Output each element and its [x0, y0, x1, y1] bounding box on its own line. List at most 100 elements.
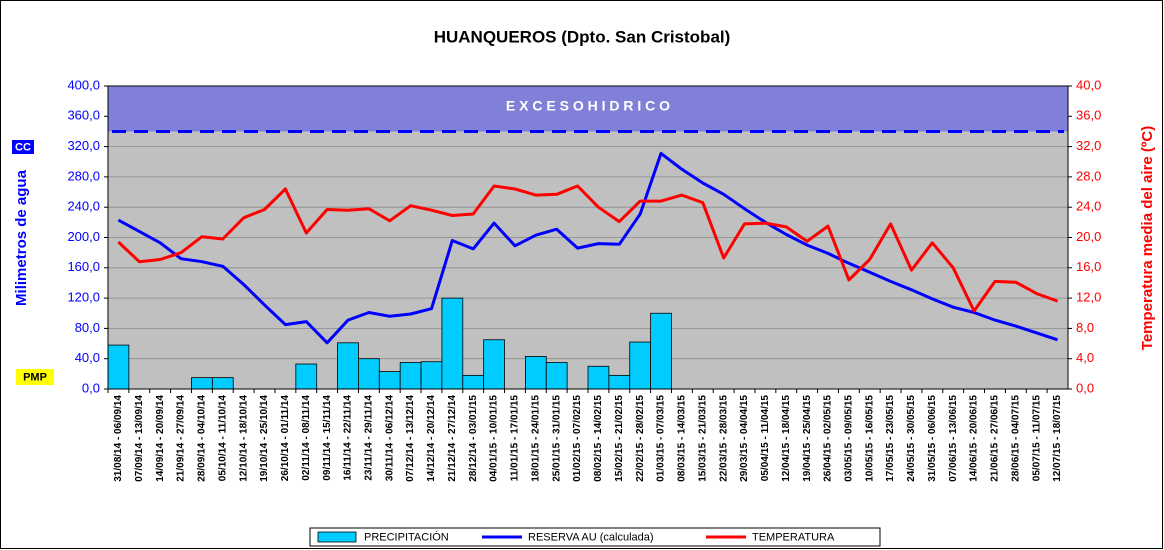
- x-tick-label: 28/09/14 - 04/10/14: [197, 395, 208, 482]
- x-tick-label: 31/05/15 - 06/06/15: [927, 395, 938, 482]
- legend-box: [309, 527, 881, 547]
- cc-label: CC: [15, 141, 31, 153]
- y2-tick-label: 0,0: [1076, 380, 1094, 395]
- bar: [420, 361, 443, 390]
- x-tick-label: 18/01/15 - 24/01/15: [530, 395, 541, 482]
- y-tick-label: 160,0: [67, 259, 100, 274]
- x-tick-label: 14/12/14 - 20/12/14: [426, 395, 437, 482]
- y2-tick-label: 36,0: [1076, 108, 1101, 123]
- y2-tick-label: 8,0: [1076, 320, 1094, 335]
- bar: [587, 365, 610, 390]
- bar: [358, 358, 380, 390]
- x-tick-label: 28/06/15 - 04/07/15: [1010, 395, 1021, 482]
- x-tick-label: 10/05/15 - 16/05/15: [864, 395, 875, 482]
- x-tick-label: 22/02/15 - 28/02/15: [635, 395, 646, 482]
- y-tick-label: 40,0: [75, 350, 100, 365]
- x-tick-label: 14/09/14 - 20/09/14: [155, 395, 166, 482]
- bar: [524, 356, 547, 390]
- x-tick-label: 21/12/14 - 27/12/14: [447, 395, 458, 482]
- y-tick-label: 360,0: [67, 108, 100, 123]
- x-tick-label: 03/05/15 - 09/05/15: [844, 395, 855, 482]
- y-tick-label: 320,0: [67, 138, 100, 153]
- cc-box: [12, 140, 34, 154]
- exceso-label: E X C E S O H I D R I C O: [506, 98, 670, 114]
- y2-tick-label: 24,0: [1076, 199, 1101, 214]
- bar: [441, 297, 464, 390]
- bar: [399, 362, 422, 390]
- x-tick-label: 12/10/14 - 18/10/14: [238, 395, 249, 482]
- bar: [337, 342, 359, 390]
- x-tick-label: 26/04/15 - 02/05/15: [823, 395, 834, 482]
- x-tick-label: 25/01/15 - 31/01/15: [551, 395, 562, 482]
- x-tick-label: 08/03/15 - 14/03/15: [677, 395, 688, 482]
- x-tick-label: 15/02/15 - 21/02/15: [614, 395, 625, 482]
- x-tick-label: 29/03/15 - 04/04/15: [739, 395, 750, 482]
- pmp-label: PMP: [23, 371, 47, 383]
- y2-tick-label: 32,0: [1076, 138, 1101, 153]
- bar: [462, 374, 485, 390]
- x-tick-label: 01/02/15 - 07/02/15: [572, 395, 583, 482]
- line: [117, 151, 1059, 345]
- x-tick-label: 11/01/15 - 17/01/15: [510, 395, 521, 482]
- bar: [545, 362, 568, 390]
- y-tick-label: 400,0: [67, 77, 100, 92]
- x-tick-label: 07/12/14 - 13/12/14: [405, 395, 416, 482]
- x-tick-label: 31/08/14 - 06/09/14: [113, 395, 124, 482]
- bar: [107, 344, 130, 390]
- bar: [629, 341, 652, 390]
- x-tick-label: 09/11/14 - 15/11/14: [322, 395, 333, 481]
- x-tick-label: 05/07/15 - 11/07/15: [1031, 395, 1042, 482]
- x-tick-label: 05/04/15 - 11/04/15: [760, 395, 771, 482]
- bar: [608, 374, 631, 390]
- x-tick-label: 19/10/14 - 25/10/14: [259, 395, 270, 482]
- x-tick-label: 21/09/14 - 27/09/14: [176, 395, 187, 482]
- legend-label: RESERVA AU (calculada): [528, 531, 654, 543]
- y2-axis-title: Temperatura media del aire (ºC): [1139, 126, 1156, 350]
- x-tick-label: 07/06/15 - 13/06/15: [948, 395, 959, 482]
- x-tick-label: 28/12/14 - 03/01/15: [468, 395, 479, 482]
- legend-swatch: [317, 531, 357, 543]
- legend: PRECIPITACIÓN RESERVA AU (calculada) TEMPE…: [309, 527, 881, 547]
- pmp-box: [16, 369, 54, 385]
- bar: [650, 312, 672, 390]
- x-tick-label: 01/03/15 - 07/03/15: [656, 395, 667, 482]
- x-tick-label: 14/06/15 - 20/06/15: [969, 395, 980, 482]
- x-tick-label: 30/11/14 - 06/12/14: [384, 395, 395, 482]
- y-tick-label: 80,0: [75, 320, 100, 335]
- x-tick-label: 24/05/15 - 30/05/15: [906, 395, 917, 482]
- bar: [483, 339, 505, 390]
- x-tick-label: 15/03/15 - 21/03/15: [697, 395, 708, 482]
- y2-tick-label: 20,0: [1076, 229, 1101, 244]
- x-tick-label: 05/10/14 - 11/10/14: [217, 395, 228, 482]
- x-tick-label: 07/09/14 - 13/09/14: [134, 395, 145, 482]
- y-tick-label: 120,0: [67, 290, 100, 305]
- x-tick-label: 12/04/15 - 18/04/15: [781, 395, 792, 482]
- exceso-band: [108, 86, 1068, 132]
- y2-tick-label: 12,0: [1076, 290, 1101, 305]
- x-tick-label: 12/07/15 - 18/07/15: [1052, 395, 1063, 482]
- legend-label: TEMPERATURA: [752, 531, 835, 543]
- legend-label: PRECIPITACIÓN: [364, 530, 449, 543]
- x-tick-label: 21/06/15 - 27/06/15: [990, 395, 1001, 482]
- y2-tick-label: 40,0: [1076, 77, 1101, 92]
- y-axis-title: Milimetros de agua: [13, 169, 30, 306]
- y2-tick-label: 28,0: [1076, 168, 1101, 183]
- x-tick-label: 17/05/15 - 23/05/15: [885, 395, 896, 482]
- x-tick-label: 08/02/15 - 14/02/15: [593, 395, 604, 482]
- x-tick-label: 22/03/15 - 28/03/15: [718, 395, 729, 482]
- y-tick-label: 0,0: [82, 380, 100, 395]
- y2-tick-label: 4,0: [1076, 350, 1094, 365]
- y2-tick-label: 16,0: [1076, 259, 1101, 274]
- line: [117, 184, 1059, 313]
- y-tick-label: 200,0: [67, 229, 100, 244]
- y-tick-label: 280,0: [67, 168, 100, 183]
- bar: [191, 377, 213, 390]
- bar: [295, 363, 318, 390]
- chart-title: HUANQUEROS (Dpto. San Cristobal): [434, 27, 731, 46]
- x-tick-label: 26/10/14 - 01/11/14: [280, 395, 291, 482]
- x-tick-label: 23/11/14 - 29/11/14: [364, 395, 375, 481]
- x-tick-label: 04/01/15 - 10/01/15: [489, 395, 500, 482]
- x-tick-label: 02/11/14 - 08/11/14: [301, 395, 312, 481]
- x-tick-label: 19/04/15 - 25/04/15: [802, 395, 813, 482]
